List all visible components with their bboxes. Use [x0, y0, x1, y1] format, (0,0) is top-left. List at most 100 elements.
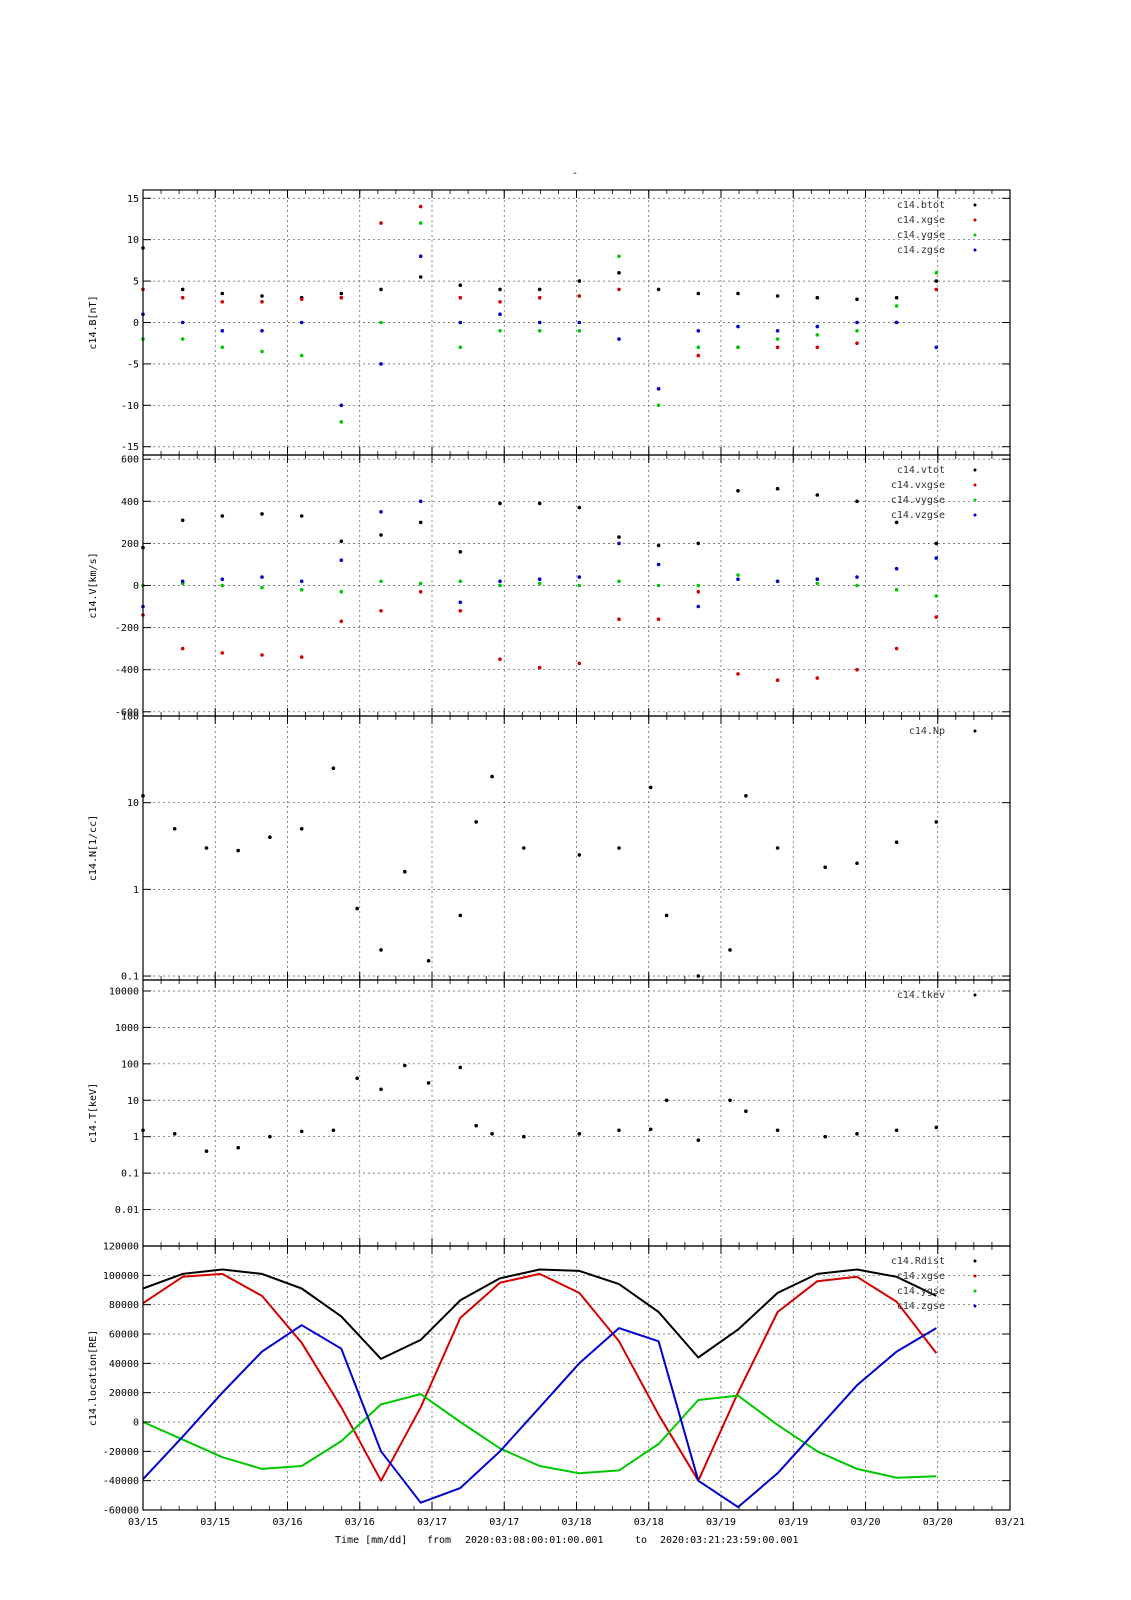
- legend-marker: [973, 233, 977, 237]
- data-point-c14.Np: [268, 835, 272, 839]
- data-point-c14.zgse: [577, 320, 582, 325]
- data-point-c14.tkev: [331, 1128, 336, 1133]
- legend-marker: [973, 513, 977, 517]
- panel-5: -60000 -40000 -20000 0 20000 40000 60000 80000 1…: [88, 1242, 1011, 1517]
- data-point-c14.ygse: [855, 329, 859, 333]
- data-point-c14.vzgse: [498, 579, 502, 584]
- data-point-c14.ygse: [934, 271, 939, 275]
- data-point-c14.vxgse: [339, 619, 344, 624]
- data-point-c14.zgse: [617, 337, 621, 341]
- series-line-c14.Rdist: [142, 1268, 937, 1360]
- from-label: from: [427, 1535, 451, 1546]
- data-point-c14.vxgse: [736, 672, 740, 676]
- data-point-c14.xgse: [220, 300, 225, 304]
- data-point-c14.xgse: [418, 204, 423, 209]
- data-point-c14.xgse: [775, 345, 780, 350]
- y-tick-label: 10: [127, 798, 139, 809]
- legend-marker: [973, 1259, 977, 1263]
- data-point-c14.vzgse: [339, 558, 344, 562]
- y-tick-label: 100: [121, 1059, 139, 1070]
- data-point-c14.tkev: [403, 1063, 407, 1068]
- data-point-c14.tkev: [299, 1129, 304, 1134]
- y-tick-label: 0.1: [121, 972, 139, 983]
- data-point-c14.vtot: [339, 539, 344, 544]
- data-point-c14.btot: [617, 271, 621, 275]
- data-point-c14.vxgse: [458, 609, 463, 613]
- data-point-c14.vxgse: [418, 590, 423, 594]
- data-point-c14.Np: [236, 848, 240, 853]
- data-point-c14.tkev: [696, 1138, 701, 1142]
- data-point-c14.ygse: [656, 403, 661, 408]
- x-tick-label: 03/16: [272, 1517, 302, 1528]
- y-tick-label: 60000: [109, 1330, 139, 1341]
- data-point-c14.vtot: [934, 541, 939, 546]
- y-tick-label: 0.1: [121, 1169, 139, 1180]
- data-point-c14.vxgse: [498, 657, 502, 661]
- data-point-c14.Np: [664, 913, 669, 918]
- legend-marker: [973, 1304, 977, 1308]
- legend-label: c14.Np: [909, 726, 945, 737]
- data-point-c14.Np: [617, 846, 621, 850]
- data-point-c14.vygse: [260, 585, 264, 590]
- data-point-c14.btot: [180, 287, 185, 292]
- y-tick-label: -200: [115, 623, 139, 634]
- data-point-c14.Np: [934, 820, 939, 824]
- legend-marker: [973, 1274, 977, 1278]
- legend-label: c14.tkev: [897, 990, 945, 1001]
- data-point-c14.ygse: [458, 345, 463, 350]
- data-point-c14.vygse: [537, 581, 542, 586]
- data-point-c14.vxgse: [696, 590, 701, 594]
- data-point-c14.vzgse: [656, 562, 661, 567]
- data-point-c14.zgse: [855, 320, 859, 325]
- data-point-c14.ygse: [418, 221, 423, 225]
- data-point-c14.ygse: [696, 345, 701, 350]
- legend-marker: [973, 729, 977, 733]
- data-point-c14.ygse: [775, 337, 780, 341]
- x-tick-label: 03/20: [923, 1517, 953, 1528]
- legend-marker: [973, 498, 977, 502]
- legend-label: c14.zgse: [897, 1301, 945, 1312]
- y-tick-label: -15: [121, 442, 139, 453]
- data-point-c14.vtot: [498, 501, 502, 506]
- data-point-c14.btot: [418, 275, 423, 279]
- legend-label: c14.btot: [897, 200, 945, 211]
- data-point-c14.tkev: [426, 1081, 431, 1085]
- y-axis-label: c14.V[km/s]: [88, 552, 99, 618]
- data-point-c14.vxgse: [180, 646, 185, 651]
- data-point-c14.vtot: [577, 505, 582, 510]
- x-tick-label: 03/18: [561, 1517, 591, 1528]
- legend-marker: [973, 218, 977, 222]
- data-point-c14.vtot: [617, 535, 621, 539]
- footer: Time [mm/dd] from 2020:03:08:00:01:00.00…: [335, 1535, 798, 1546]
- data-point-c14.zgse: [339, 403, 344, 408]
- data-point-c14.xgse: [934, 287, 939, 292]
- x-tick-label: 03/15: [200, 1517, 230, 1528]
- legend-marker: [973, 468, 977, 472]
- data-point-c14.btot: [894, 295, 899, 300]
- data-point-c14.vxgse: [577, 661, 582, 666]
- data-point-c14.vygse: [656, 583, 661, 588]
- data-point-c14.vygse: [855, 583, 859, 588]
- legend-marker: [973, 203, 977, 207]
- data-point-c14.vtot: [815, 493, 820, 497]
- panel-4: 0.01 0.1 1 10 100 1000 10000 c14.T[keV] c14.tkev: [88, 979, 1011, 1247]
- data-point-c14.vzgse: [934, 556, 939, 560]
- data-point-c14.xgse: [855, 341, 859, 346]
- y-axis-label: c14.N[1/cc]: [88, 815, 99, 881]
- x-tick-label: 03/16: [345, 1517, 375, 1528]
- x-axis-label: Time [mm/dd]: [335, 1535, 407, 1546]
- data-point-c14.ygse: [736, 345, 740, 350]
- legend-label: c14.xgse: [897, 215, 945, 226]
- data-point-c14.vtot: [220, 514, 225, 518]
- data-point-c14.ygse: [577, 329, 582, 333]
- data-point-c14.Np: [379, 948, 383, 952]
- data-point-c14.btot: [775, 294, 780, 298]
- legend-label: c14.zgse: [897, 245, 945, 256]
- data-point-c14.tkev: [823, 1134, 827, 1139]
- data-point-c14.Np: [426, 959, 431, 963]
- data-point-c14.vygse: [894, 587, 899, 592]
- data-point-c14.vxgse: [537, 665, 542, 670]
- data-point-c14.xgse: [339, 295, 344, 300]
- data-point-c14.vtot: [458, 550, 463, 554]
- data-point-c14.Np: [474, 820, 479, 824]
